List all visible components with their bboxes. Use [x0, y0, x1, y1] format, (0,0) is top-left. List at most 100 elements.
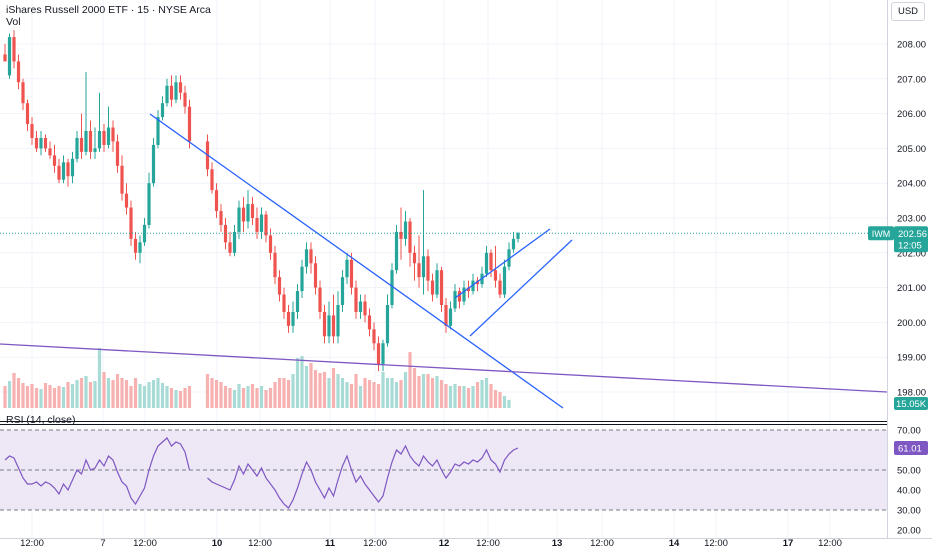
candle-body: [124, 193, 129, 208]
volume-bar: [133, 378, 138, 408]
volume-bar: [84, 376, 88, 408]
candle-body: [282, 294, 286, 312]
candle-body: [3, 54, 7, 62]
candle-body: [295, 291, 300, 312]
candle-body: [327, 315, 331, 337]
volume-bar: [349, 384, 354, 408]
candle-body: [250, 204, 255, 218]
candle-body: [484, 252, 489, 274]
candle-body: [367, 315, 372, 330]
candle-body: [16, 61, 21, 83]
candle-body: [412, 252, 417, 264]
volume-bar: [156, 378, 160, 408]
candle-body: [228, 242, 232, 253]
candle-body: [7, 37, 12, 76]
volume-bar: [165, 386, 169, 408]
time-tick-label: 12:00: [133, 538, 157, 549]
symbol-badge-text: IWM: [872, 229, 891, 239]
drawings[interactable]: [0, 113, 888, 409]
candle-body: [399, 231, 403, 239]
candle-body: [349, 259, 354, 288]
price-badge: [894, 226, 928, 253]
volume-bar: [273, 382, 277, 408]
volume-bar: [138, 384, 142, 408]
symbol-badge: [868, 226, 894, 241]
price-tick-label: 201.00: [897, 283, 926, 294]
candle-body: [259, 214, 264, 232]
candle-body: [34, 137, 39, 149]
volume-bar: [480, 380, 484, 408]
candle-body: [421, 256, 426, 278]
volume-bar: [124, 380, 129, 408]
price-badge-value: 202.56: [898, 229, 927, 240]
candle-body: [255, 218, 259, 232]
volume-bar: [3, 386, 7, 408]
volume-bar: [48, 385, 52, 408]
candle-body: [151, 144, 156, 184]
time-tick-label: 13: [552, 538, 563, 549]
candle-body: [183, 92, 187, 107]
candle-body: [21, 82, 25, 104]
time-axis[interactable]: 12:00 7 12:00 10 12:00 11 12:00 12 12:00 13 12:00 1…: [0, 538, 932, 549]
candle-body: [268, 235, 273, 253]
volume-bar: [21, 383, 25, 408]
price-tick-label: 203.00: [897, 214, 926, 225]
volume-bar: [372, 382, 376, 408]
volume-bar: [417, 376, 421, 408]
candle-body: [214, 190, 219, 212]
volume-bar: [376, 384, 381, 408]
time-tick-label: 11: [325, 538, 336, 549]
price-tick-label: 208.00: [897, 40, 926, 51]
currency-button[interactable]: USD: [891, 2, 925, 21]
candle-body: [417, 263, 421, 278]
volume-bar: [160, 383, 165, 408]
candle-body: [169, 85, 174, 100]
volume-bar: [358, 386, 363, 408]
candle-body: [390, 270, 394, 305]
price-tick-label: 202.00: [897, 248, 926, 259]
volume-bar: [430, 378, 435, 408]
volume-bar: [115, 374, 120, 408]
volume-bar: [102, 372, 106, 408]
volume-bar: [70, 384, 75, 408]
volume-bar: [34, 388, 39, 408]
time-tick-label: 12:00: [20, 538, 44, 549]
volume-bar: [223, 386, 228, 408]
volume-bar: [331, 368, 336, 408]
volume-bar: [93, 381, 97, 408]
volume-bar: [147, 382, 151, 408]
volume-bar: [439, 380, 444, 408]
volume-bar: [475, 382, 480, 408]
volume-bar: [484, 378, 489, 408]
candle-body: [237, 207, 241, 232]
volume-bar: [448, 386, 453, 408]
price-tick-label: 198.00: [897, 388, 926, 399]
candle-body: [138, 242, 142, 253]
volume-bar: [25, 386, 30, 408]
candle-body: [426, 256, 430, 281]
volume-bar: [457, 386, 462, 408]
volume-bar: [466, 388, 471, 408]
channel-upper-line: [454, 228, 551, 299]
price-tick-label: 206.00: [897, 109, 926, 120]
candle-body: [313, 263, 318, 288]
price-axis[interactable]: 208.00 207.00 206.00 205.00 204.00 203.00 202.…: [887, 0, 927, 538]
candle-body: [354, 287, 358, 312]
time-tick-label: 12:00: [363, 538, 387, 549]
volume-bar: [286, 380, 291, 408]
candle-body: [471, 280, 475, 292]
volume-bar: [408, 352, 412, 408]
volume-bar: [394, 382, 399, 408]
candle-body: [165, 85, 169, 104]
price-tick-label: 200.00: [897, 318, 926, 329]
price-tick-label: 204.00: [897, 179, 926, 190]
candle-body: [457, 291, 462, 302]
candle-body: [516, 233, 520, 239]
volume-bar: [282, 378, 286, 408]
volume-bar: [61, 387, 66, 408]
volume-bar: [246, 386, 250, 408]
time-tick-label: 7: [100, 538, 105, 549]
volume-bar: [462, 386, 466, 408]
volume-badge-value: 15.05K: [896, 399, 927, 410]
